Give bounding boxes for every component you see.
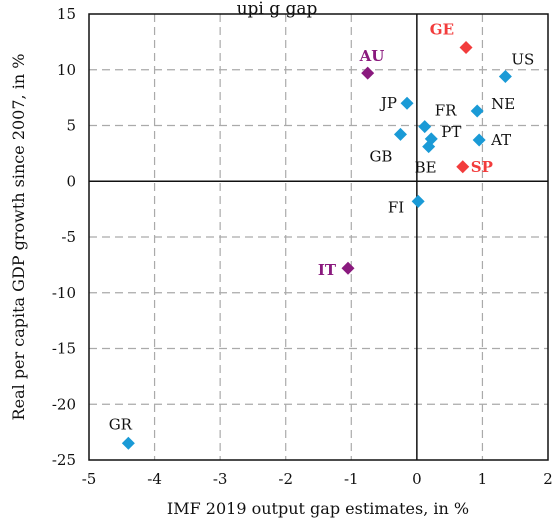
- point-marker-it: [341, 261, 355, 275]
- point-marker-sp: [456, 160, 470, 174]
- y-tick-label: 0: [66, 172, 76, 190]
- point-marker-gr: [121, 436, 135, 450]
- x-tick-label: -2: [278, 470, 293, 488]
- point-marker-fr: [418, 120, 432, 134]
- plot-frame: [88, 13, 549, 461]
- x-tick-label: 2: [543, 470, 553, 488]
- point-label-ge: GE: [430, 20, 454, 38]
- y-tick-labels: 15 10 5 0 -5 -10 -15 -20 -25: [52, 5, 76, 469]
- x-tick-label: -4: [147, 470, 162, 488]
- y-axis-label: Real per capita GDP growth since 2007, i…: [9, 54, 28, 421]
- y-tick-label: -5: [61, 228, 76, 246]
- point-label-fr: FR: [435, 102, 457, 120]
- point-marker-at: [472, 133, 486, 147]
- y-tick-label: 10: [57, 61, 76, 79]
- point-marker-fi: [411, 194, 425, 208]
- point-label-ne: NE: [491, 95, 515, 113]
- point-marker-ge: [459, 40, 473, 54]
- x-tick-label: -5: [82, 470, 97, 488]
- axes: [88, 13, 549, 461]
- x-axis-label: IMF 2019 output gap estimates, in %: [167, 499, 469, 518]
- x-tick-label: -1: [344, 470, 359, 488]
- y-tick-label: -10: [52, 284, 76, 302]
- y-tick-label: 15: [57, 5, 76, 23]
- point-marker-au: [361, 66, 375, 80]
- point-marker-jp: [400, 96, 414, 110]
- point-marker-be: [422, 140, 436, 154]
- point-label-us: US: [511, 50, 534, 68]
- point-label-jp: JP: [379, 94, 397, 112]
- point-label-be: BE: [415, 159, 437, 177]
- x-tick-label: -3: [213, 470, 228, 488]
- point-label-it: IT: [318, 261, 337, 279]
- y-tick-label: -25: [52, 451, 76, 469]
- y-tick-label: -15: [52, 340, 76, 358]
- y-tick-label: -20: [52, 395, 76, 413]
- chart-title: upi g gap: [237, 0, 318, 19]
- y-tick-label: 5: [66, 117, 76, 135]
- point-label-gb: GB: [369, 147, 392, 165]
- gridlines: [89, 14, 548, 460]
- point-label-sp: SP: [471, 158, 493, 176]
- point-label-au: AU: [359, 47, 385, 65]
- x-tick-labels: -5 -4 -3 -2 -1 0 1 2: [82, 470, 553, 488]
- point-marker-us: [498, 69, 512, 83]
- point-label-pt: PT: [441, 123, 461, 141]
- x-tick-label: 0: [412, 470, 422, 488]
- point-marker-gb: [393, 127, 407, 141]
- point-label-gr: GR: [109, 415, 133, 433]
- point-marker-ne: [470, 104, 484, 118]
- x-tick-label: 1: [478, 470, 488, 488]
- point-label-fi: FI: [388, 198, 404, 216]
- point-label-at: AT: [490, 131, 511, 149]
